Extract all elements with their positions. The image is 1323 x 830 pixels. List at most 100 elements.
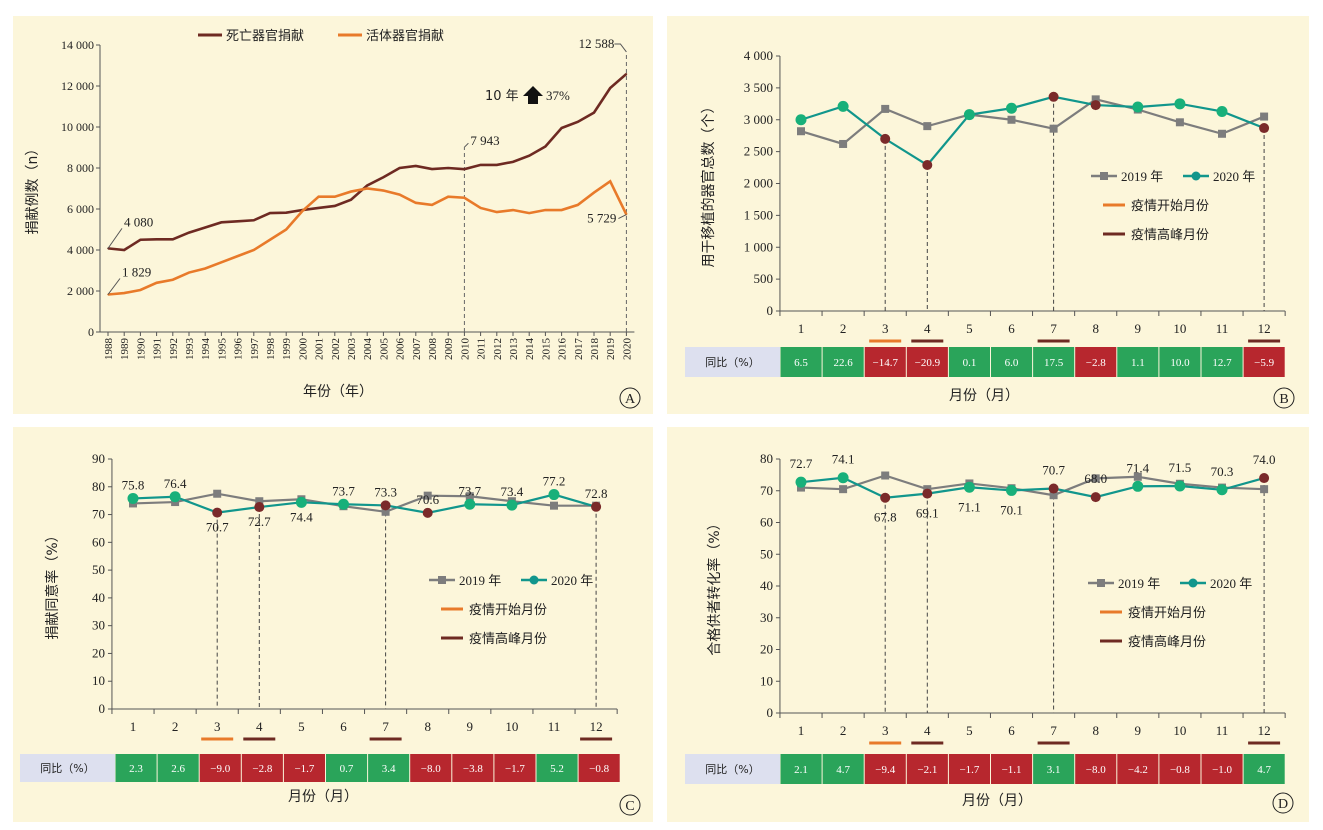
y-tick-label: 50: [92, 562, 105, 577]
data-label: 77.2: [543, 474, 566, 489]
legend-label-0: 死亡器官捐献: [226, 28, 304, 44]
yoy-cell: [822, 347, 864, 377]
data-point-2020: [506, 499, 518, 511]
panel-b: 0 500 1 000 1 500 2 000 2 500 3 000 3 500 4 000 1…: [667, 16, 1309, 414]
data-label: 70.3: [1211, 464, 1234, 479]
data-point: [544, 145, 547, 148]
yoy-value: 5.2: [550, 763, 564, 775]
data-point: [560, 127, 563, 129]
yoy-value: −20.9: [915, 357, 941, 369]
data-point-2019: [1133, 472, 1142, 481]
data-point: [398, 167, 401, 169]
panel-letter-circle: [1273, 387, 1295, 409]
yoy-value: −1.7: [505, 763, 525, 775]
yoy-cell: [1159, 347, 1201, 377]
x-tick-label: 1988: [103, 338, 115, 361]
x-tick-label: 2016: [557, 338, 569, 361]
y-tick-label: 80: [92, 479, 105, 494]
x-tick-label: 2004: [362, 338, 374, 361]
yoy-cell: [864, 347, 906, 377]
data-point-2020: [1259, 473, 1270, 484]
x-tick-label: 2003: [346, 338, 358, 361]
yoy-value: 4.7: [836, 764, 850, 776]
data-point: [577, 121, 579, 123]
data-point-2020: [127, 492, 139, 504]
legend-label-2020: 2020 年: [551, 573, 593, 588]
y-axis-title: 捐献例数（n）: [25, 142, 41, 235]
x-tick-label: 1: [798, 723, 805, 738]
data-label: 73.7: [332, 483, 355, 498]
annotation-leader: [618, 214, 627, 220]
data-point-2020: [1216, 105, 1228, 117]
legend-marker-2020: [1188, 578, 1198, 588]
yoy-value: −8.0: [421, 763, 441, 775]
yoy-value: 10.0: [1170, 357, 1190, 369]
yoy-value: 2.1: [794, 764, 808, 776]
x-tick-label: 2005: [378, 338, 390, 361]
yoy-value: 0.1: [963, 357, 977, 369]
legend-label-peak: 疫情高峰月份: [1128, 634, 1206, 650]
y-axis-title: 用于移植的器官总数（个）: [701, 100, 717, 268]
panel-letter: C: [625, 799, 634, 814]
data-point: [415, 165, 417, 167]
yoy-value: −1.7: [294, 763, 314, 775]
x-tick-label: 7: [1050, 723, 1057, 738]
yoy-value: 0.7: [340, 763, 354, 775]
series-line-1: [107, 179, 628, 296]
data-label: 71.1: [958, 499, 981, 514]
data-point-2019: [839, 485, 848, 494]
x-tick-label: 1995: [216, 338, 228, 361]
y-axis-title: 捐献同意率（%）: [44, 528, 61, 639]
data-point-2019: [1260, 112, 1269, 121]
annotation-label: 7 943: [470, 133, 499, 148]
y-tick-label: 90: [92, 451, 105, 466]
x-tick-label: 9: [1135, 321, 1142, 336]
data-point: [479, 207, 482, 209]
y-tick-label: 10: [760, 673, 773, 688]
data-point: [155, 238, 158, 241]
data-point: [463, 196, 466, 199]
x-tick-label: 7: [382, 719, 389, 734]
yoy-value: −9.0: [210, 763, 230, 775]
yoy-value: −2.8: [252, 763, 272, 775]
yoy-cell: [115, 754, 157, 782]
data-point-2020: [1216, 484, 1228, 496]
data-point-2020: [1174, 98, 1186, 110]
x-tick-label: 4: [924, 321, 931, 336]
data-point-2019: [381, 507, 390, 516]
yoy-value: 17.5: [1044, 357, 1064, 369]
yoy-cell: [1159, 754, 1201, 784]
growth-label: 10 年: [485, 89, 519, 104]
data-point-2019: [797, 127, 805, 136]
data-point-2019: [1175, 118, 1184, 127]
y-tick-label: 30: [760, 610, 773, 625]
yoy-value: −2.1: [917, 764, 937, 776]
data-label: 72.8: [585, 486, 608, 501]
x-tick-label: 5: [966, 321, 973, 336]
data-point-2020: [963, 481, 975, 493]
y-tick-label: 14 000: [61, 38, 94, 52]
panel-letter: A: [625, 392, 636, 407]
data-point-2020: [212, 507, 223, 518]
yoy-cell: [536, 754, 578, 782]
x-tick-label: 12: [1258, 321, 1271, 336]
legend-label-onset: 疫情开始月份: [1128, 605, 1206, 621]
data-label: 74.0: [1253, 452, 1276, 467]
y-tick-label: 0: [766, 705, 773, 720]
yoy-cell: [368, 754, 410, 782]
yoy-cell: [1201, 754, 1243, 784]
x-tick-label: 1998: [265, 338, 277, 361]
y-tick-label: 2 500: [744, 144, 773, 159]
yoy-value: −14.7: [873, 357, 899, 369]
data-point: [496, 211, 498, 213]
data-point: [609, 180, 611, 183]
data-point: [155, 282, 158, 284]
data-point: [334, 195, 336, 198]
legend-label-2019: 2019 年: [459, 573, 501, 588]
series-line-2020: [800, 95, 1265, 167]
y-tick-label: 40: [760, 578, 773, 593]
data-point: [463, 168, 466, 170]
y-tick-label: 20: [92, 645, 105, 660]
y-tick-label: 6 000: [67, 202, 94, 216]
yoy-value: 3.4: [382, 763, 396, 775]
